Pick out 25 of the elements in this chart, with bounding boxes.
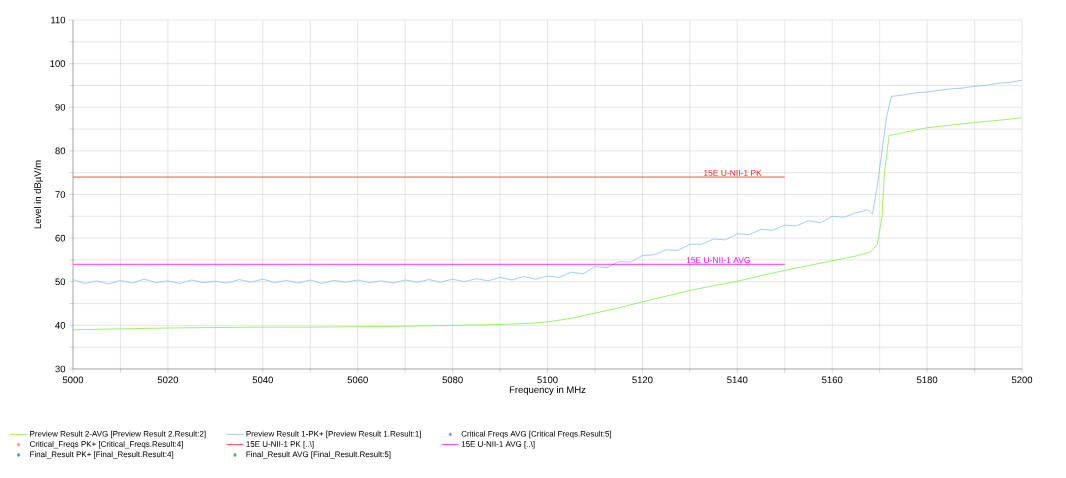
x-tick-label: 5040	[252, 376, 273, 384]
x-tick-label: 5180	[916, 376, 938, 384]
x-axis-title: Frequency in MHz	[509, 386, 586, 395]
y-tick-label: 90	[55, 103, 66, 111]
x-tick-label: 5200	[1011, 376, 1033, 384]
x-tick-label: 5080	[442, 376, 463, 384]
line-series	[73, 79, 1023, 285]
y-tick-label: 100	[50, 60, 66, 67]
y-axis-title: Level in dBµV/m	[34, 160, 43, 229]
x-tick-label: 5020	[157, 376, 179, 384]
annotation: 15E U-NII-1 AVG	[686, 257, 750, 264]
y-tick-label: 110	[51, 16, 66, 24]
x-tick-label: 5100	[537, 376, 558, 384]
y-tick-label: 60	[55, 234, 66, 242]
y-tick-label: 70	[55, 191, 66, 198]
x-tick-label: 5060	[347, 376, 368, 384]
x-tick-label: 5140	[727, 376, 748, 384]
x-tick-label: 5000	[62, 376, 84, 384]
x-tick-label: 5160	[822, 376, 843, 384]
y-tick-label: 50	[55, 278, 66, 286]
annotation: 15E U-NII-1 PK	[704, 169, 762, 176]
y-tick-label: 30	[55, 365, 66, 373]
y-tick-label: 80	[55, 147, 66, 155]
x-tick-label: 5120	[632, 376, 653, 384]
y-tick-label: 40	[55, 322, 66, 329]
